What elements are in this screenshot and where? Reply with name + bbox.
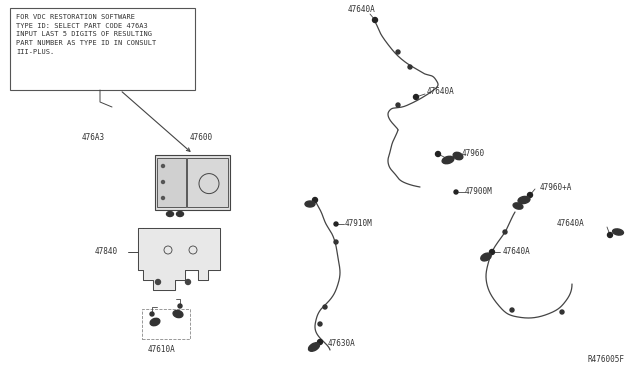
Ellipse shape bbox=[166, 212, 173, 217]
Bar bbox=[142, 309, 190, 339]
Text: 47960+A: 47960+A bbox=[540, 183, 572, 192]
Polygon shape bbox=[138, 228, 220, 290]
Circle shape bbox=[161, 180, 164, 183]
Ellipse shape bbox=[518, 196, 530, 203]
Text: 476A3: 476A3 bbox=[82, 132, 105, 141]
Circle shape bbox=[560, 310, 564, 314]
Bar bbox=[10, 8, 195, 90]
Circle shape bbox=[161, 196, 164, 199]
Circle shape bbox=[312, 198, 317, 202]
Circle shape bbox=[186, 279, 191, 285]
Circle shape bbox=[503, 230, 507, 234]
Circle shape bbox=[178, 304, 182, 308]
Circle shape bbox=[156, 279, 161, 285]
Bar bbox=[157, 158, 186, 207]
Bar bbox=[155, 155, 230, 210]
Text: R476005F: R476005F bbox=[588, 355, 625, 364]
Circle shape bbox=[317, 340, 323, 344]
Circle shape bbox=[334, 222, 338, 226]
Circle shape bbox=[454, 190, 458, 194]
Circle shape bbox=[396, 103, 400, 107]
Circle shape bbox=[527, 192, 532, 198]
Text: 47910M: 47910M bbox=[345, 219, 372, 228]
Ellipse shape bbox=[612, 229, 623, 235]
Circle shape bbox=[408, 65, 412, 69]
Ellipse shape bbox=[173, 310, 183, 318]
Circle shape bbox=[334, 240, 338, 244]
Ellipse shape bbox=[150, 318, 160, 326]
Circle shape bbox=[413, 94, 419, 99]
Text: 47900M: 47900M bbox=[465, 187, 493, 196]
Text: 47630A: 47630A bbox=[328, 340, 356, 349]
Circle shape bbox=[318, 322, 322, 326]
Ellipse shape bbox=[481, 253, 491, 261]
Ellipse shape bbox=[177, 212, 184, 217]
Ellipse shape bbox=[442, 156, 454, 164]
Ellipse shape bbox=[453, 152, 463, 160]
Text: 47640A: 47640A bbox=[348, 6, 376, 15]
Text: 47600: 47600 bbox=[190, 132, 213, 141]
Ellipse shape bbox=[308, 343, 319, 351]
Circle shape bbox=[435, 151, 440, 157]
Circle shape bbox=[323, 305, 327, 309]
Text: 47840: 47840 bbox=[95, 247, 118, 257]
Text: 47640A: 47640A bbox=[556, 219, 584, 228]
Circle shape bbox=[161, 164, 164, 167]
Text: 47960: 47960 bbox=[462, 150, 485, 158]
Circle shape bbox=[396, 50, 400, 54]
Text: 47610A: 47610A bbox=[148, 346, 176, 355]
Circle shape bbox=[372, 17, 378, 22]
Circle shape bbox=[510, 308, 514, 312]
Text: FOR VDC RESTORATION SOFTWARE
TYPE ID: SELECT PART CODE 476A3
INPUT LAST 5 DIGITS: FOR VDC RESTORATION SOFTWARE TYPE ID: SE… bbox=[16, 14, 156, 55]
Circle shape bbox=[607, 232, 612, 237]
Text: 47640A: 47640A bbox=[503, 247, 531, 257]
Bar bbox=[186, 158, 228, 207]
Ellipse shape bbox=[305, 201, 315, 207]
Text: 47640A: 47640A bbox=[427, 87, 455, 96]
Ellipse shape bbox=[513, 203, 523, 209]
Circle shape bbox=[150, 312, 154, 316]
Circle shape bbox=[490, 250, 495, 254]
